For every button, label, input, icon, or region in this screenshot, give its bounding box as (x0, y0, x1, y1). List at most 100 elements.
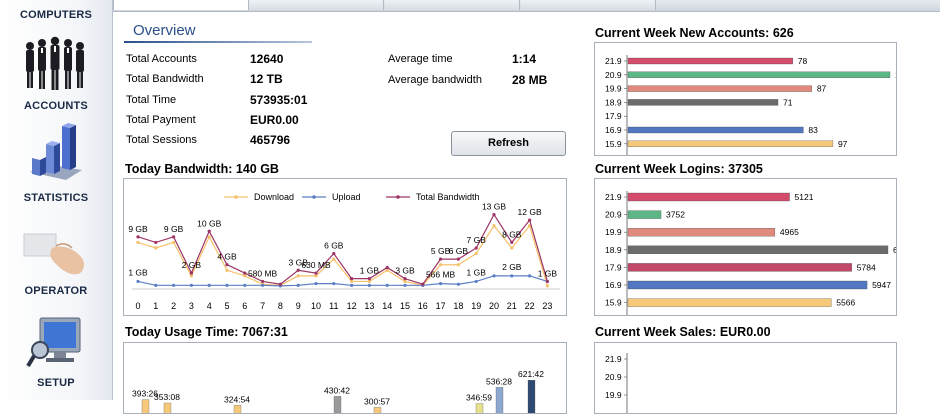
data-point (456, 257, 460, 261)
data-point (172, 240, 176, 245)
bar-value-label: 71 (783, 97, 793, 107)
data-point (172, 283, 176, 287)
x-tick-label: 5 (224, 301, 229, 311)
data-point (225, 268, 229, 272)
bar (527, 380, 536, 418)
bar (141, 399, 150, 418)
data-point (136, 235, 140, 239)
data-point (296, 283, 300, 287)
data-point (243, 271, 247, 275)
bar-value-label: 5947 (872, 280, 891, 290)
y-tick-label: 16.9 (605, 280, 622, 290)
legend-marker (312, 195, 316, 199)
total-accounts-label: Total Accounts (126, 53, 197, 65)
data-point (367, 283, 371, 287)
data-point (332, 257, 336, 261)
bar-value-label: 393:26 (132, 389, 158, 399)
x-tick-label: 15 (400, 301, 410, 311)
sidebar-item-computers[interactable]: COMPUTERS (0, 0, 112, 24)
logins-chart-title: Current Week Logins: 37305 (595, 162, 763, 176)
total-bandwidth-value: 12 TB (250, 72, 283, 86)
usage-chart-panel: 393:26 353:08 324:54 430:42 300:57 346:59 536:… (123, 342, 567, 418)
data-point (350, 277, 354, 281)
data-label: 1 GB (538, 268, 558, 278)
data-point (510, 246, 514, 250)
refresh-button[interactable]: Refresh (451, 131, 566, 156)
data-point (350, 279, 354, 284)
data-point (492, 224, 496, 228)
data-point (421, 282, 425, 286)
tab-3[interactable] (385, 0, 520, 10)
total-accounts-value: 12640 (250, 52, 284, 66)
data-point (439, 282, 443, 286)
sales-chart-panel: 21.9 20.9 19.9 (594, 342, 897, 414)
bar-value-label: 621:42 (518, 369, 544, 379)
x-tick-label: 16 (418, 301, 428, 311)
average-bandwidth-label: Average bandwidth (388, 74, 482, 86)
data-point (296, 268, 300, 272)
y-tick-label: 20.9 (605, 70, 622, 80)
data-label: 3 GB (395, 266, 415, 276)
bar (627, 140, 834, 147)
data-point (243, 274, 247, 278)
bar (495, 387, 504, 418)
y-tick-label: 21.9 (605, 354, 622, 364)
bar (627, 210, 662, 219)
y-tick-label: 18.9 (605, 245, 622, 255)
sidebar-item-setup[interactable]: SETUP (0, 310, 112, 400)
x-tick-label: 1 (153, 301, 158, 311)
sales-chart-title: Current Week Sales: EUR0.00 (595, 325, 771, 339)
x-tick-label: 18 (453, 301, 463, 311)
data-label: 9 GB (128, 224, 148, 234)
data-point (439, 263, 443, 267)
bar-value-label: 536:28 (486, 376, 512, 386)
data-label: 13 GB (482, 202, 506, 212)
legend-marker (234, 195, 238, 199)
data-point (225, 263, 229, 267)
data-point (225, 283, 229, 287)
bar (627, 85, 812, 92)
x-tick-label: 8 (278, 301, 283, 311)
data-point (367, 279, 371, 284)
total-sessions-value: 465796 (250, 133, 291, 147)
data-point (492, 212, 496, 217)
total-payment-label: Total Payment (126, 114, 196, 126)
sidebar-item-operator[interactable]: OPERATOR (0, 228, 112, 300)
legend-marker (396, 195, 400, 199)
data-label: 6 GB (324, 241, 344, 251)
data-label: 9 GB (164, 224, 184, 234)
data-label: 1 GB (467, 267, 487, 277)
sidebar-item-label: COMPUTERS (19, 9, 93, 21)
data-point (385, 265, 389, 270)
data-label: 2 GB (502, 262, 522, 272)
data-point (154, 283, 158, 287)
y-tick-label: 20.9 (605, 372, 622, 382)
bar-value-label: 4965 (780, 227, 799, 237)
bar-value-label: 346:59 (466, 393, 492, 403)
tab-2[interactable] (249, 0, 384, 10)
new-accounts-chart-title: Current Week New Accounts: 626 (595, 26, 794, 40)
y-tick-label: 16.9 (605, 125, 622, 135)
overview-divider (124, 41, 312, 43)
data-point (189, 271, 193, 275)
series-line-total-bandwidth (137, 213, 548, 285)
sidebar-item-label: SETUP (37, 377, 75, 389)
data-point (456, 263, 460, 267)
bar (627, 71, 891, 78)
data-point (367, 277, 371, 281)
sidebar-item-accounts[interactable]: ACCOUNTS (0, 36, 112, 116)
tab-1[interactable] (113, 0, 249, 10)
y-tick-label: 19.9 (605, 84, 622, 94)
bar (627, 263, 852, 272)
x-tick-label: 3 (189, 301, 194, 311)
data-label: 6 GB (449, 246, 469, 256)
x-tick-label: 12 (347, 301, 357, 311)
y-tick-label: 19.9 (605, 390, 622, 400)
tab-4[interactable] (521, 0, 656, 10)
bar-value-label: 5121 (795, 192, 814, 202)
data-label: 566 MB (426, 270, 456, 280)
accounts-icon (26, 36, 84, 90)
x-tick-label: 9 (296, 301, 301, 311)
sidebar-item-statistics[interactable]: STATISTICS (0, 122, 112, 208)
